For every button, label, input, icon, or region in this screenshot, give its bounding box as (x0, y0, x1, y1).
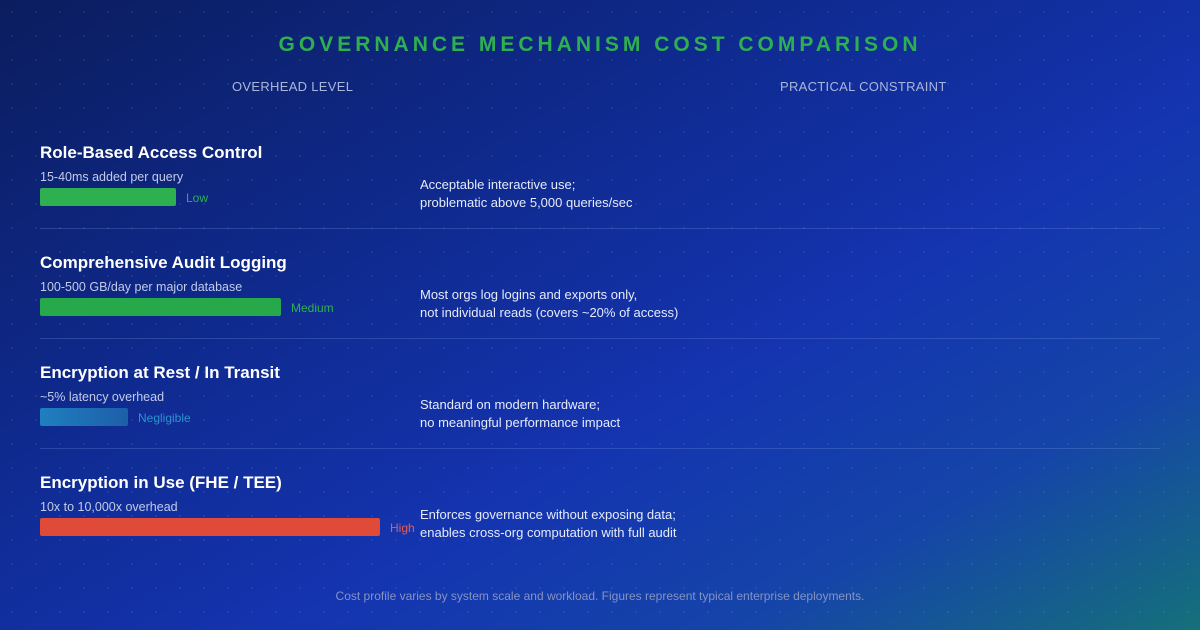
page-title: GOVERNANCE MECHANISM COST COMPARISON (278, 33, 922, 56)
mechanism-cost: 10x to 10,000x overhead (40, 500, 178, 514)
mechanism-name: Encryption at Rest / In Transit (40, 363, 280, 382)
mechanism-row: Encryption at Rest / In Transit ~5% late… (40, 363, 1160, 473)
practical-constraint: Standard on modern hardware; no meaningf… (420, 396, 620, 432)
constraint-line: enables cross-org computation with full … (420, 525, 677, 540)
mechanism-row: Comprehensive Audit Logging 100-500 GB/d… (40, 253, 1160, 363)
mechanism-cost: 15-40ms added per query (40, 170, 184, 184)
overhead-level-label: Low (186, 191, 209, 205)
constraint-line: not individual reads (covers ~20% of acc… (420, 305, 679, 320)
constraint-line: no meaningful performance impact (420, 415, 621, 430)
constraint-line: Standard on modern hardware; (420, 397, 600, 412)
mechanism-name: Comprehensive Audit Logging (40, 253, 287, 272)
constraint-line: problematic above 5,000 queries/sec (420, 195, 633, 210)
constraint-line: Enforces governance without exposing dat… (420, 507, 676, 522)
mechanism-row: Encryption in Use (FHE / TEE) 10x to 10,… (40, 473, 1160, 583)
mechanism-name: Role-Based Access Control (40, 143, 263, 162)
column-header-constraint: PRACTICAL CONSTRAINT (780, 79, 947, 94)
overhead-bar (40, 298, 281, 316)
mechanism-name: Encryption in Use (FHE / TEE) (40, 473, 282, 492)
row-divider (40, 338, 1160, 339)
overhead-level-label: High (390, 521, 415, 535)
overhead-bar (40, 408, 128, 426)
footnote: Cost profile varies by system scale and … (335, 589, 865, 603)
row-divider (40, 228, 1160, 229)
overhead-level-label: Negligible (138, 411, 191, 425)
constraint-line: Acceptable interactive use; (420, 177, 576, 192)
mechanism-row: Role-Based Access Control 15-40ms added … (40, 143, 1160, 253)
overhead-bar (40, 518, 380, 536)
row-divider (40, 448, 1160, 449)
mechanism-cost: 100-500 GB/day per major database (40, 280, 243, 294)
practical-constraint: Enforces governance without exposing dat… (420, 506, 677, 542)
mechanism-cost: ~5% latency overhead (40, 390, 165, 404)
overhead-bar (40, 188, 176, 206)
column-header-overhead: OVERHEAD LEVEL (232, 79, 354, 94)
practical-constraint: Most orgs log logins and exports only, n… (420, 286, 678, 322)
constraint-line: Most orgs log logins and exports only, (420, 287, 638, 302)
overhead-level-label: Medium (291, 301, 334, 315)
practical-constraint: Acceptable interactive use; problematic … (420, 176, 632, 212)
